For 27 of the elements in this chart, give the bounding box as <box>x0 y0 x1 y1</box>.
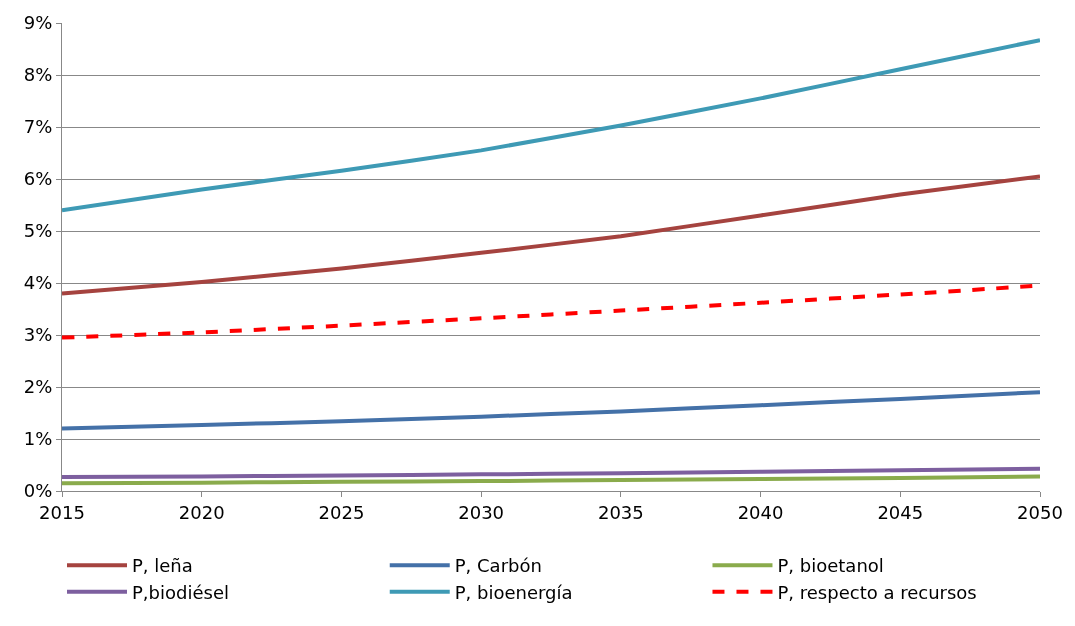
y-tick-label: 3% <box>23 324 53 346</box>
x-tick-label: 2015 <box>39 501 85 523</box>
line-series <box>62 466 1040 479</box>
line-series <box>62 474 1040 486</box>
x-tick-label: 2020 <box>178 501 225 523</box>
x-tick-label: 2040 <box>737 501 784 523</box>
y-tick-label: 8% <box>23 64 53 86</box>
y-tick-label: 7% <box>23 116 53 138</box>
legend-label: P, respecto a recursos <box>777 581 977 603</box>
y-tick-label: 4% <box>23 272 53 294</box>
x-tick-label: 2050 <box>1017 501 1063 523</box>
y-tick-label: 6% <box>23 168 53 190</box>
x-tick-label: 2025 <box>318 501 365 523</box>
x-tick-label: 2045 <box>877 501 924 523</box>
legend-label: P, bioenergía <box>454 581 573 603</box>
y-tick-label: 0% <box>23 480 53 502</box>
legend-label: P, bioetanol <box>777 555 884 577</box>
x-tick-label: 2035 <box>597 501 644 523</box>
y-tick-label: 2% <box>23 376 53 398</box>
legend-label: P,biodiésel <box>132 581 229 603</box>
y-tick-label: 9% <box>23 12 53 34</box>
y-tick-label: 1% <box>23 428 53 450</box>
legend-label: P, Carbón <box>454 555 542 577</box>
legend-label: P, leña <box>132 555 193 577</box>
x-tick-label: 2030 <box>458 501 505 523</box>
y-tick-label: 5% <box>23 220 53 242</box>
line-series <box>62 390 1040 431</box>
